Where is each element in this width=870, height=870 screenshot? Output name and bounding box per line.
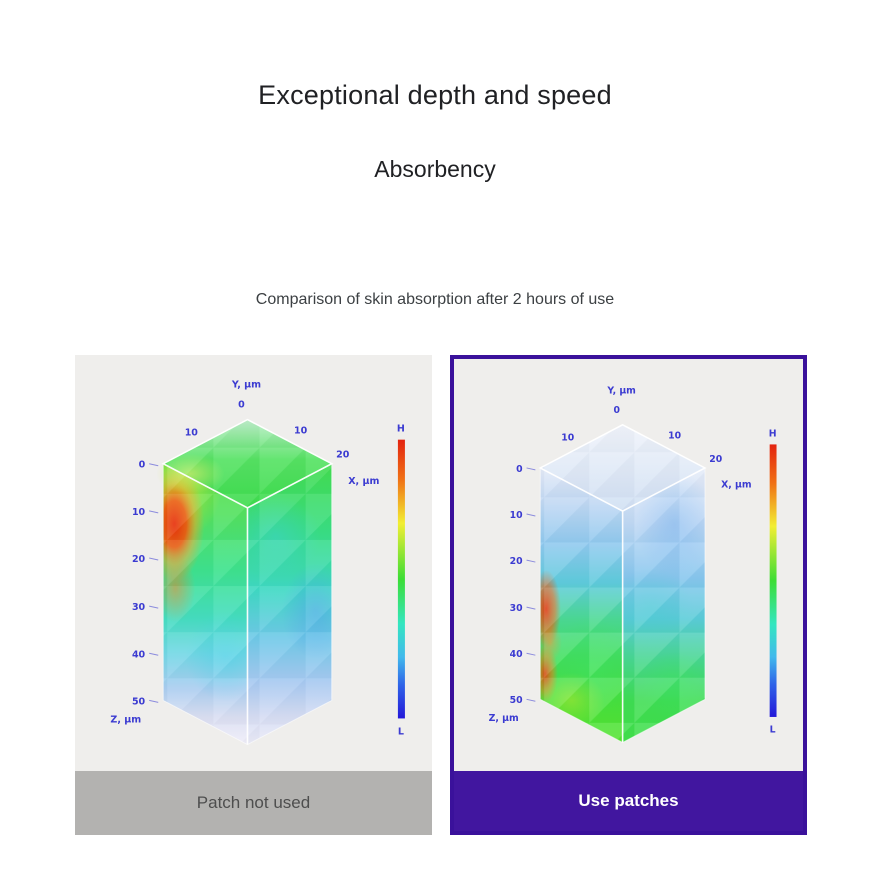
colorbar-gradient xyxy=(769,444,777,717)
x-tick-20: 20 xyxy=(709,454,722,465)
cube-3d-no-patch xyxy=(156,418,334,746)
y-axis-label: Y, μm xyxy=(606,385,636,396)
z-tick-20: 20 xyxy=(510,556,523,567)
z-tick-40: 40 xyxy=(510,649,523,660)
z-tick-50: 50 xyxy=(510,695,523,706)
colorbar-low-label: L xyxy=(398,726,404,737)
z-tick-50: 50 xyxy=(132,696,146,707)
colorbar-low-label: L xyxy=(770,725,776,736)
page-subtitle: Absorbency xyxy=(374,156,496,182)
y-tick-10: 10 xyxy=(561,432,574,443)
volume-heatmap-no-patch: Y, μm 0 10 10 20 X, μm 0 10 20 30 xyxy=(110,380,405,746)
z-tick-20: 20 xyxy=(132,554,146,565)
colorbar-high-label: H xyxy=(769,429,777,440)
comparison-panels: Y, μm 0 10 10 20 X, μm 0 10 20 30 xyxy=(75,355,808,835)
z-axis-label: Z, μm xyxy=(110,714,141,725)
origin-tick: 0 xyxy=(238,400,245,411)
colorbar-gradient xyxy=(397,439,405,719)
chart-patch-not-used: Y, μm 0 10 10 20 X, μm 0 10 20 30 xyxy=(75,355,432,771)
cube-3d-patches xyxy=(538,423,707,743)
z-tick-30: 30 xyxy=(132,602,146,613)
comparison-caption: Comparison of skin absorption after 2 ho… xyxy=(255,291,615,308)
z-tick-0: 0 xyxy=(516,464,523,475)
patch-not-used-button[interactable]: Patch not used xyxy=(75,771,432,835)
z-tick-0: 0 xyxy=(139,460,146,471)
x-tick-20: 20 xyxy=(336,450,350,461)
y-axis-label: Y, μm xyxy=(231,380,261,391)
colorbar-high-label: H xyxy=(397,424,405,435)
axes-no-patch: Y, μm 0 10 10 20 X, μm 0 10 20 30 xyxy=(110,380,379,726)
z-tick-40: 40 xyxy=(132,649,146,660)
x-axis-label: X, μm xyxy=(721,480,751,491)
x-tick-10: 10 xyxy=(668,431,681,442)
z-tick-10: 10 xyxy=(132,507,146,518)
panel-patch-not-used: Y, μm 0 10 10 20 X, μm 0 10 20 30 xyxy=(75,355,432,835)
volume-heatmap-patches: Y, μm 0 10 10 20 X, μm 0 10 20 30 xyxy=(489,385,777,743)
chart-use-patches: Y, μm 0 10 10 20 X, μm 0 10 20 30 xyxy=(454,359,803,771)
use-patches-button[interactable]: Use patches xyxy=(454,771,803,831)
z-axis-label: Z, μm xyxy=(489,713,519,724)
axes-patches: Y, μm 0 10 10 20 X, μm 0 10 20 30 xyxy=(489,385,752,723)
x-tick-10: 10 xyxy=(294,426,308,437)
panel-use-patches: Y, μm 0 10 10 20 X, μm 0 10 20 30 xyxy=(450,355,807,835)
z-tick-10: 10 xyxy=(510,510,523,521)
page-title: Exceptional depth and speed xyxy=(258,80,612,110)
origin-tick: 0 xyxy=(613,405,620,416)
z-tick-30: 30 xyxy=(510,603,523,614)
y-tick-10: 10 xyxy=(185,428,199,439)
colorbar-patches: H L xyxy=(769,429,777,736)
x-axis-label: X, μm xyxy=(348,476,379,487)
colorbar-no-patch: H L xyxy=(397,424,405,738)
